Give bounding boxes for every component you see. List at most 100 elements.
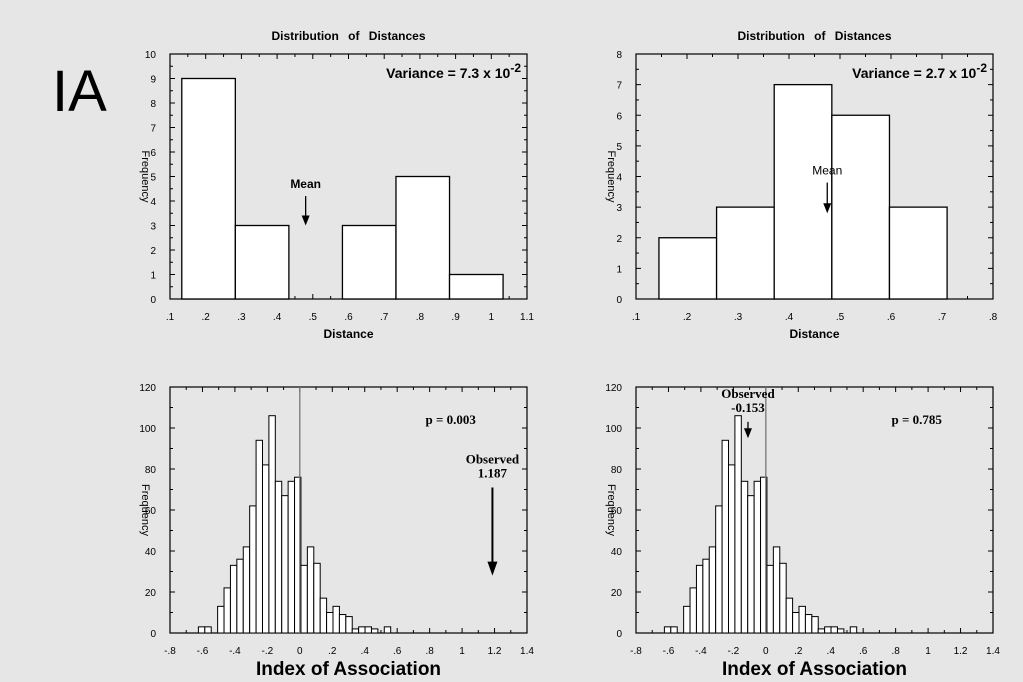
y-tick-label: 6 (150, 148, 156, 159)
marker-arrow-head (301, 215, 310, 226)
histogram-bar (268, 415, 276, 634)
p-value-annotation: p = 0.003 (426, 412, 477, 427)
y-tick-label: 7 (616, 81, 622, 92)
x-tick-label: .2 (202, 312, 211, 323)
x-tick-label: .9 (451, 312, 460, 323)
histogram-bar (351, 628, 360, 634)
x-tick-label: 1 (925, 646, 931, 657)
y-tick-label: 100 (139, 424, 156, 435)
histogram-bar (364, 626, 372, 634)
y-tick-label: 3 (150, 222, 156, 233)
histogram-bar (255, 439, 263, 634)
y-tick-label: 20 (611, 588, 623, 599)
histogram-bar (229, 564, 238, 634)
x-tick-label: .6 (393, 646, 402, 657)
histogram-bar (383, 626, 392, 634)
histogram-bar (779, 562, 787, 634)
histogram-bar (234, 224, 290, 300)
x-axis-label: Index of Association (722, 659, 907, 680)
x-tick-label: .8 (989, 312, 998, 323)
x-axis-label: Distance (323, 327, 373, 341)
histogram-bar (217, 605, 225, 634)
histogram-bar (683, 605, 691, 634)
histogram-bar (695, 564, 704, 634)
histogram-bar (831, 114, 891, 300)
histogram-bar (261, 464, 270, 634)
histogram-bar (798, 605, 806, 634)
x-tick-label: .5 (309, 312, 318, 323)
y-axis-label: Frequency (605, 484, 617, 536)
x-tick-label: .8 (891, 646, 900, 657)
y-tick-label: 60 (145, 506, 157, 517)
y-tick-label: 0 (616, 295, 622, 306)
x-tick-label: .7 (380, 312, 389, 323)
y-tick-label: 80 (611, 465, 623, 476)
histogram-bar (773, 83, 833, 300)
histogram-bar (792, 612, 800, 634)
chart-title: Distribution of Distances (737, 29, 891, 43)
y-tick-label: 0 (150, 629, 156, 640)
histogram-bar (332, 605, 340, 634)
x-tick-label: -.8 (164, 646, 176, 657)
histogram-bar (670, 626, 678, 634)
y-tick-label: 120 (139, 383, 156, 394)
x-axis-label: Distance (789, 327, 839, 341)
y-axis-label: Frequency (605, 151, 617, 203)
x-tick-label: 1 (489, 312, 495, 323)
x-tick-label: .5 (836, 312, 845, 323)
y-axis-label: Frequency (139, 151, 151, 203)
marker-arrow-head (487, 561, 498, 576)
mean-label: Mean (812, 164, 842, 178)
y-tick-label: 6 (616, 111, 622, 122)
histogram-bar (702, 558, 710, 634)
histogram-bar (242, 546, 251, 634)
x-tick-label: -.6 (663, 646, 675, 657)
y-tick-label: 120 (605, 383, 622, 394)
x-tick-label: 1.1 (520, 312, 534, 323)
x-tick-label: -.8 (630, 646, 642, 657)
y-tick-label: 1 (616, 264, 622, 275)
x-tick-label: .1 (632, 312, 641, 323)
histogram-bar (197, 626, 206, 634)
variance-exponent: -2 (976, 61, 987, 75)
marker-arrow-head (823, 203, 832, 214)
histogram-bar (689, 587, 697, 634)
histogram-bar (811, 616, 819, 634)
histogram-bar (830, 626, 838, 634)
histogram-bar (326, 612, 334, 634)
histogram-bar (721, 439, 729, 634)
histogram-bar (824, 626, 832, 634)
histogram-bar (370, 628, 379, 634)
figure-label: IA (52, 59, 107, 124)
x-tick-label: -.4 (695, 646, 707, 657)
y-tick-label: 1 (150, 271, 156, 282)
p-value-annotation: p = 0.785 (892, 412, 943, 427)
y-tick-label: 4 (150, 197, 156, 208)
variance-exponent: -2 (510, 61, 521, 75)
x-tick-label: 1.4 (520, 646, 534, 657)
histogram-bar (294, 476, 302, 634)
x-tick-label: .4 (785, 312, 794, 323)
histogram-bar (341, 224, 397, 300)
marker-arrow-head (743, 428, 752, 439)
y-tick-label: 80 (145, 465, 157, 476)
histogram-bar (313, 562, 321, 634)
x-tick-label: .6 (344, 312, 353, 323)
x-tick-label: .2 (794, 646, 803, 657)
y-tick-label: 5 (150, 173, 156, 184)
x-tick-label: .8 (416, 312, 425, 323)
histogram-bar (715, 505, 723, 634)
variance-text: Variance = 2.7 x 10 (852, 65, 976, 81)
y-tick-label: 7 (150, 124, 156, 135)
histogram-bar (319, 597, 328, 634)
y-tick-label: 40 (611, 547, 623, 558)
histogram-bar (753, 480, 762, 634)
histogram-bar (249, 505, 257, 634)
histogram-bar (395, 175, 451, 300)
histogram-bar (204, 626, 212, 634)
y-tick-label: 8 (616, 50, 622, 61)
histogram-bar (274, 480, 283, 634)
variance-text: Variance = 7.3 x 10 (386, 65, 510, 81)
y-tick-label: 3 (616, 203, 622, 214)
